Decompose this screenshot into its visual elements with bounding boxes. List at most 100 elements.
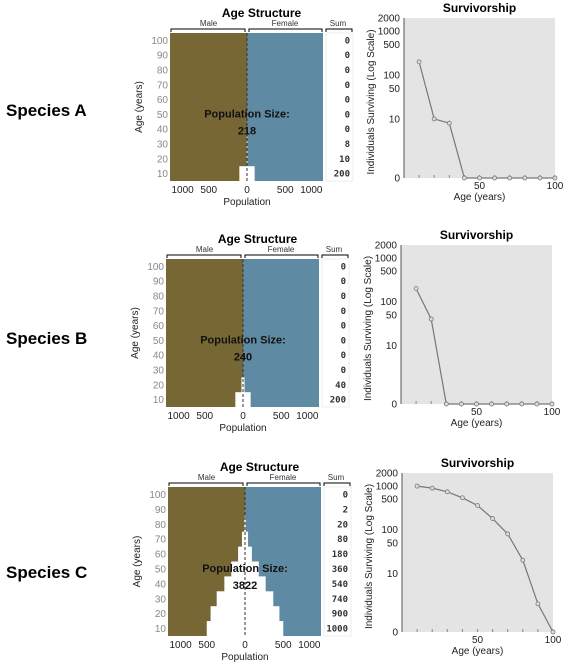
- sum-label: Sum: [326, 245, 343, 254]
- age-tick-label: 100: [151, 36, 168, 47]
- survivorship-point: [474, 401, 479, 407]
- survivorship-title: Survivorship: [443, 1, 516, 15]
- population-tick-label: 500: [198, 640, 215, 651]
- male-bar: [238, 546, 245, 562]
- survival-x-tick-label: 100: [545, 635, 562, 646]
- population-size-label: Population Size:: [204, 108, 290, 120]
- population-size-value: 240: [234, 351, 252, 363]
- female-bar: [245, 606, 280, 622]
- survivorship-point: [475, 503, 480, 508]
- survival-tick-label: 10: [386, 341, 398, 352]
- survivorship-line: [415, 288, 552, 405]
- survivorship-point: [505, 531, 511, 537]
- sum-value: 0: [341, 366, 346, 376]
- survivorship-plot-area: [402, 473, 553, 632]
- age-tick-label: 50: [157, 110, 169, 121]
- survival-tick-label: 100: [383, 71, 400, 82]
- female-bar: [245, 591, 274, 607]
- survivorship-point: [461, 175, 467, 181]
- survivorship-point: [413, 286, 419, 291]
- age-tick-label: 60: [155, 550, 167, 561]
- survival-tick-label: 2000: [375, 241, 398, 252]
- age-axis-title: Age (years): [134, 81, 145, 133]
- age-tick-label: 50: [153, 336, 165, 347]
- age-tick-label: 80: [157, 66, 169, 77]
- age-tick-label: 20: [157, 154, 169, 165]
- age-tick-label: 70: [153, 306, 165, 317]
- species-label: Species C: [6, 563, 87, 582]
- sum-value: 0: [341, 336, 346, 346]
- sum-column: [321, 258, 350, 408]
- sum-value: 0: [341, 351, 346, 361]
- age-tick-label: 100: [147, 262, 164, 273]
- survivorship-point: [504, 401, 510, 407]
- population-axis-title: Population: [221, 652, 268, 663]
- survival-tick-label: 500: [381, 495, 398, 506]
- sum-value: 0: [343, 490, 348, 500]
- population-tick-label: 1000: [296, 411, 319, 422]
- survival-tick-label: 0: [394, 174, 400, 185]
- survivorship-point: [552, 175, 558, 181]
- sum-value: 0: [345, 51, 350, 61]
- survival-x-tick-label: 50: [472, 635, 484, 646]
- population-size-value: 218: [238, 125, 256, 137]
- sum-value: 0: [345, 66, 350, 76]
- survival-tick-label: 100: [381, 525, 398, 536]
- female-bar: [245, 576, 266, 592]
- population-tick-label: 500: [275, 640, 292, 651]
- species-panel: Species B Age Structure Male Female Sum Popul…: [6, 228, 561, 434]
- age-axis-title: Age (years): [132, 536, 143, 588]
- survivorship-point: [446, 120, 452, 126]
- survivorship-point: [549, 401, 555, 407]
- age-tick-label: 40: [157, 125, 169, 136]
- survival-tick-label: 0: [392, 628, 398, 639]
- sum-value: 0: [345, 81, 350, 91]
- age-tick-label: 90: [157, 51, 169, 62]
- age-tick-label: 50: [155, 564, 167, 575]
- survival-tick-label: 50: [387, 538, 399, 549]
- male-background: [170, 33, 247, 181]
- age-tick-label: 90: [153, 277, 165, 288]
- sum-value: 0: [341, 307, 346, 317]
- female-bar: [245, 621, 284, 637]
- sum-value: 360: [332, 565, 348, 575]
- species-panel: Species C Age Structure Male Female Sum Popul…: [6, 456, 562, 663]
- female-background: [243, 259, 319, 407]
- population-tick-label: 500: [273, 411, 290, 422]
- sum-value: 0: [345, 36, 350, 46]
- population-tick-label: 0: [240, 411, 246, 422]
- male-bracket: [170, 28, 246, 32]
- survivorship-point: [477, 175, 482, 181]
- female-bar: [243, 377, 245, 393]
- sum-value: 2: [343, 505, 348, 515]
- population-tick-label: 1000: [298, 640, 321, 651]
- pyramid-title: Age Structure: [220, 460, 300, 474]
- survivorship-point: [492, 175, 498, 181]
- sum-value: 10: [339, 155, 350, 165]
- sum-value: 20: [337, 520, 348, 530]
- male-label: Male: [196, 245, 214, 254]
- population-tick-label: 500: [200, 185, 217, 196]
- survivorship-point: [519, 401, 525, 407]
- survivorship-line: [418, 61, 555, 179]
- survival-x-tick-label: 50: [474, 181, 486, 192]
- survival-y-axis-title: Individuals Surviving (Log Scale): [366, 29, 377, 174]
- species-label: Species B: [6, 329, 87, 348]
- survival-x-axis-title: Age (years): [454, 192, 506, 203]
- survival-tick-label: 100: [380, 297, 397, 308]
- survivorship-point: [520, 557, 526, 563]
- age-tick-label: 10: [157, 169, 169, 180]
- survivorship-point: [444, 489, 450, 495]
- sum-value: 180: [332, 550, 348, 560]
- survivorship-point: [550, 629, 556, 635]
- sum-column: [323, 486, 352, 637]
- survival-tick-label: 500: [383, 40, 400, 51]
- sum-label: Sum: [328, 473, 345, 482]
- female-background: [247, 33, 323, 181]
- survivorship-point: [534, 401, 540, 407]
- population-tick-label: 1000: [300, 185, 323, 196]
- male-bracket: [168, 482, 244, 486]
- survival-tick-label: 2000: [378, 14, 401, 25]
- population-axis-title: Population: [223, 197, 270, 208]
